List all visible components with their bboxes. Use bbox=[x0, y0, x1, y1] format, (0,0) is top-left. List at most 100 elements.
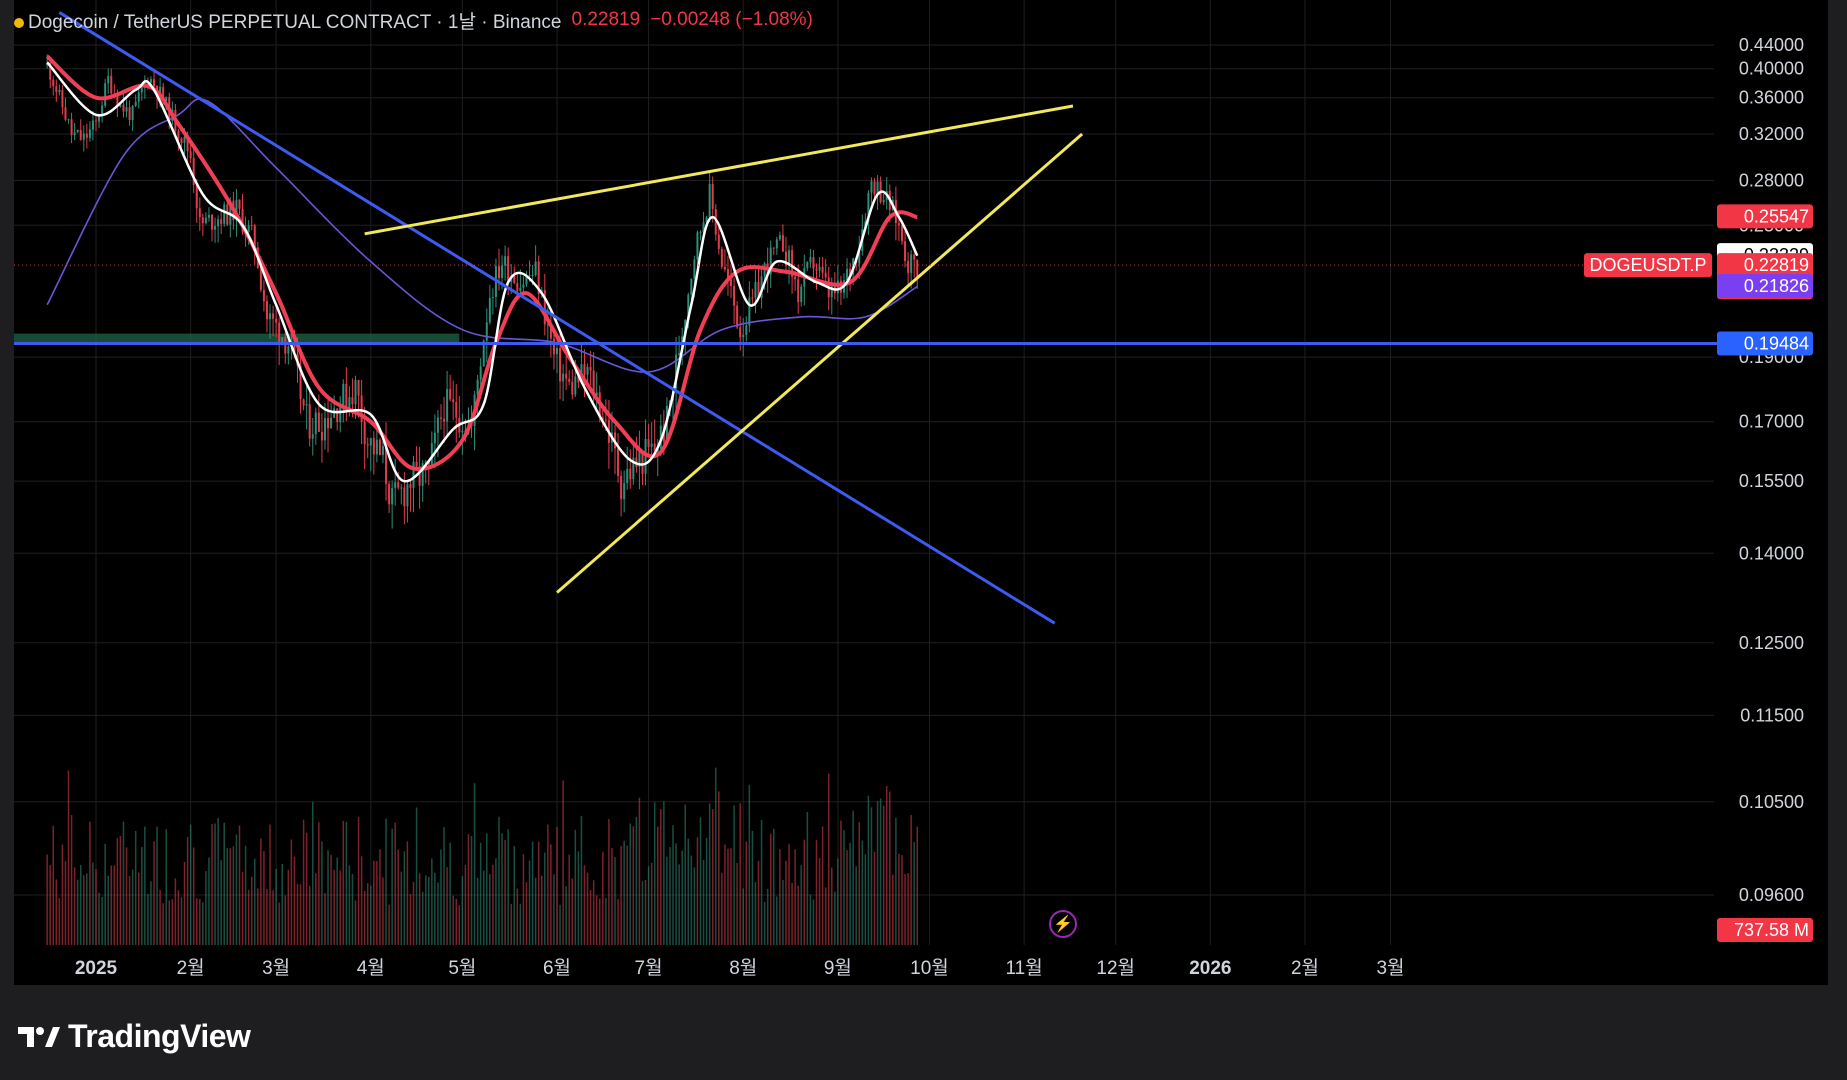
candle-body bbox=[586, 366, 589, 375]
volume-bar bbox=[913, 841, 915, 945]
candle-body bbox=[537, 261, 540, 295]
volume-bar bbox=[324, 893, 326, 945]
x-tick-label: 6월 bbox=[543, 957, 571, 979]
volume-bar bbox=[116, 838, 119, 945]
candle-body bbox=[345, 383, 348, 410]
volume-bar bbox=[553, 874, 555, 945]
symbol-tag-text: DOGEUSDT.P bbox=[1589, 255, 1706, 275]
volume-bar bbox=[635, 816, 638, 945]
volume-bar bbox=[479, 842, 482, 945]
candle-body bbox=[104, 83, 107, 106]
symbol-title-text: Dogecoin / TetherUS PERPETUAL CONTRACT ·… bbox=[28, 11, 562, 33]
candle-body bbox=[293, 342, 296, 354]
volume-bar bbox=[293, 856, 296, 945]
candle-body bbox=[128, 107, 131, 121]
volume-bar bbox=[876, 801, 879, 945]
volume-bar bbox=[834, 891, 836, 945]
volume-bar bbox=[464, 865, 467, 945]
x-axis: 2025 2월 3월 4월 5월 6월 7월 8월 9월 10월 11월 12월 2026 2월 3월 bbox=[75, 957, 1405, 979]
candle-body bbox=[788, 250, 791, 266]
volume-bar bbox=[681, 850, 683, 945]
candle-body bbox=[549, 324, 552, 339]
candle-body bbox=[504, 256, 507, 266]
volume-bar bbox=[55, 879, 58, 945]
volume-bar bbox=[217, 817, 219, 945]
volume-pane bbox=[46, 767, 919, 945]
candle-body bbox=[430, 443, 433, 465]
volume-bar bbox=[702, 859, 705, 945]
candle-body bbox=[287, 346, 290, 354]
volume-bar bbox=[843, 830, 845, 945]
candle-body bbox=[357, 380, 360, 396]
candle-body bbox=[583, 364, 586, 375]
footer bbox=[0, 985, 1847, 1080]
candle-body bbox=[394, 482, 397, 489]
moving-average-ema-fast bbox=[46, 61, 919, 483]
y-tick-label: 0.11500 bbox=[1740, 705, 1804, 725]
volume-bar bbox=[794, 849, 796, 945]
volume-bar bbox=[46, 854, 48, 945]
volume-bar bbox=[580, 815, 583, 945]
volume-bar bbox=[861, 840, 864, 945]
candle-body bbox=[110, 75, 113, 94]
candle-body bbox=[317, 412, 320, 432]
volume-bar bbox=[516, 888, 519, 945]
candle-body bbox=[714, 209, 717, 235]
x-tick-label: 3월 bbox=[262, 957, 290, 979]
candle-body bbox=[375, 439, 378, 455]
volume-bar bbox=[379, 849, 381, 945]
candle-body bbox=[531, 275, 534, 277]
volume-bar bbox=[125, 847, 128, 945]
volume-bar bbox=[360, 856, 363, 945]
tradingview-logo[interactable]: TradingView bbox=[18, 1018, 251, 1055]
candle-body bbox=[46, 63, 49, 66]
candle-body bbox=[641, 451, 644, 474]
volume-bar bbox=[657, 826, 659, 945]
candle-body bbox=[711, 184, 714, 210]
volume-bar bbox=[52, 825, 55, 945]
volume-bar bbox=[577, 851, 580, 945]
volume-bar bbox=[180, 897, 183, 945]
volume-bar bbox=[443, 827, 445, 945]
volume-bar bbox=[211, 824, 213, 945]
volume-bar bbox=[696, 837, 699, 945]
volume-bar bbox=[70, 815, 73, 945]
y-tick-label: 0.09600 bbox=[1739, 885, 1804, 905]
candle-body bbox=[391, 488, 394, 505]
candle-body bbox=[85, 133, 88, 138]
candle-body bbox=[589, 366, 592, 371]
lightning-icon[interactable]: ⚡ bbox=[1049, 910, 1077, 938]
price-chart[interactable]: 0.440000.400000.360000.320000.280000.250… bbox=[14, 0, 1828, 985]
volume-bar bbox=[629, 823, 632, 945]
candle-body bbox=[736, 305, 739, 328]
chart-area[interactable]: 0.440000.400000.360000.320000.280000.250… bbox=[14, 0, 1828, 985]
candle-body bbox=[238, 199, 241, 209]
candle-body bbox=[501, 265, 504, 279]
volume-bar bbox=[733, 805, 735, 945]
volume-bar bbox=[598, 898, 601, 945]
volume-bar bbox=[568, 854, 570, 945]
volume-bar bbox=[415, 807, 418, 945]
x-tick-label: 2025 bbox=[75, 958, 118, 979]
candle-body bbox=[378, 439, 381, 455]
candle-body bbox=[791, 250, 794, 277]
candle-body bbox=[134, 101, 137, 106]
volume-bar bbox=[626, 845, 628, 945]
volume-bar bbox=[507, 829, 509, 945]
candle-body bbox=[754, 281, 757, 298]
volume-bar bbox=[186, 836, 189, 945]
volume-bar bbox=[376, 861, 378, 945]
volume-bar bbox=[757, 861, 760, 945]
volume-bar bbox=[168, 900, 171, 945]
candle-body bbox=[653, 443, 656, 451]
volume-bar bbox=[687, 838, 690, 945]
volume-bar bbox=[785, 860, 787, 945]
volume-bar bbox=[223, 822, 225, 945]
candle-body bbox=[149, 79, 152, 83]
candle-body bbox=[165, 97, 168, 101]
candle-body bbox=[525, 274, 528, 285]
volume-bar bbox=[318, 822, 320, 945]
candle-body bbox=[217, 219, 220, 227]
symbol-title[interactable]: Dogecoin / TetherUS PERPETUAL CONTRACT ·… bbox=[14, 7, 562, 34]
candle-body bbox=[678, 353, 681, 355]
